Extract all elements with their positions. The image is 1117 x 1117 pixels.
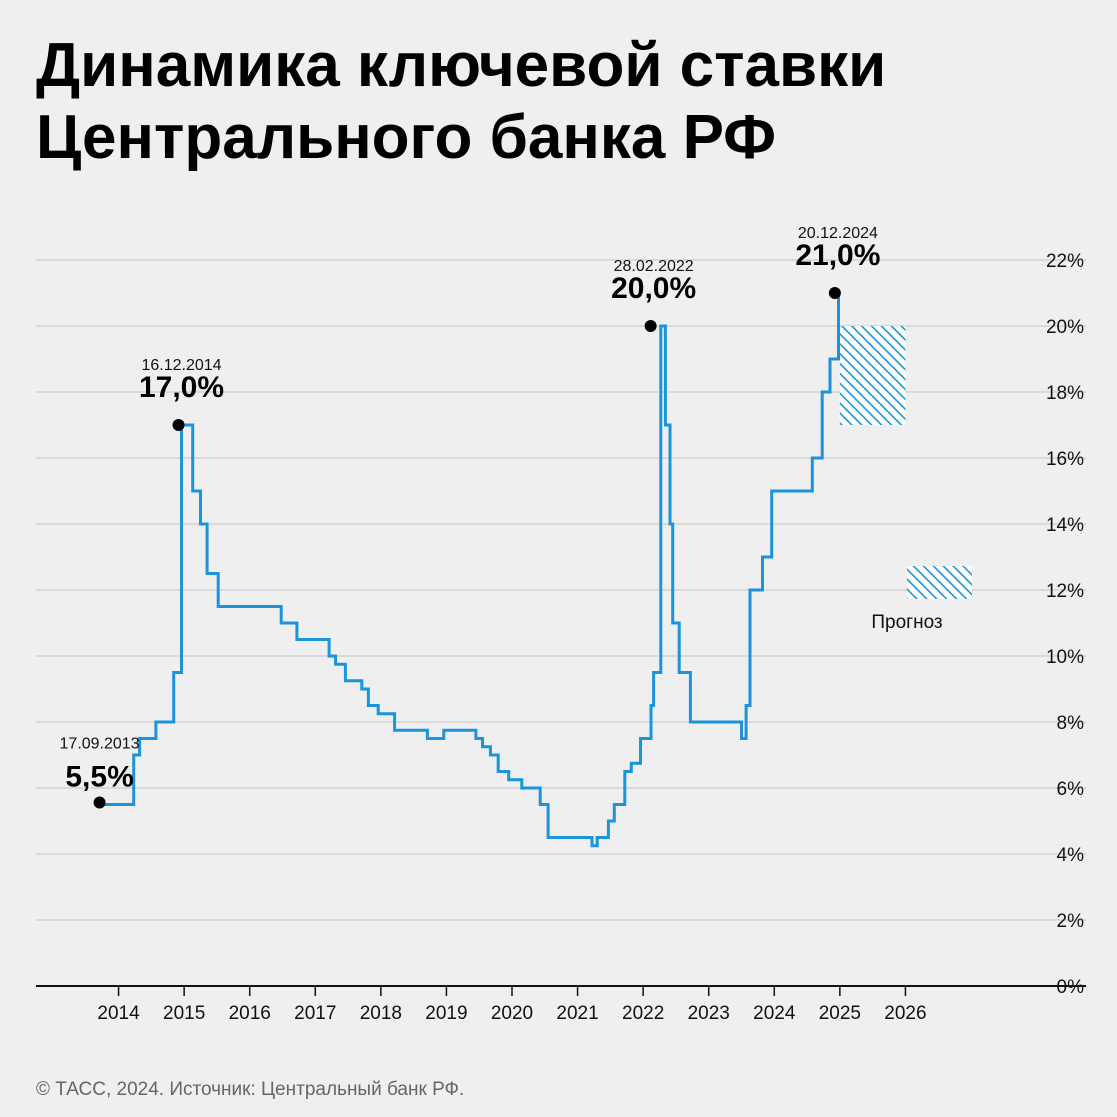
x-tick-label: 2023 [688, 1003, 730, 1024]
x-tick-label: 2022 [622, 1003, 664, 1024]
chart-title-line2: Центрального банка РФ [36, 103, 777, 172]
y-tick-label: 10% [1046, 647, 1084, 668]
annotations: 17.09.20135,5%16.12.201417,0%28.02.20222… [60, 225, 880, 809]
annotation-dot [93, 796, 106, 809]
y-tick-label: 0% [1057, 977, 1085, 998]
x-tick-label: 2018 [360, 1003, 402, 1024]
legend-swatch [907, 566, 972, 599]
annotation-value: 17,0% [139, 371, 224, 404]
x-tick-label: 2020 [491, 1003, 533, 1024]
annotation-dot [828, 287, 841, 299]
forecast-range [839, 326, 906, 425]
y-tick-label: 14% [1046, 515, 1084, 536]
y-tick-label: 8% [1057, 713, 1085, 734]
x-tick-label: 2026 [884, 1003, 926, 1024]
source-footer: © ТАСС, 2024. Источник: Центральный банк… [36, 1079, 465, 1100]
x-tick-label: 2021 [556, 1003, 598, 1024]
x-tick-label: 2017 [294, 1003, 336, 1024]
annotation-value: 20,0% [611, 272, 696, 305]
y-tick-label: 22% [1046, 251, 1084, 272]
y-tick-label: 12% [1046, 581, 1084, 602]
y-tick-label: 4% [1057, 845, 1085, 866]
rate-line-layer [99, 293, 840, 848]
y-tick-label: 16% [1046, 449, 1084, 470]
legend-label: Прогноз [871, 612, 942, 633]
chart-title: Динамика ключевой ставки Центрального ба… [36, 30, 1036, 174]
x-tick-label: 2019 [425, 1003, 467, 1024]
annotation-date: 20.12.2024 [798, 225, 878, 242]
legend: Прогноз [871, 566, 972, 633]
x-tick-label: 2016 [229, 1003, 271, 1024]
forecast-area [839, 326, 906, 425]
x-tick-label: 2025 [819, 1003, 861, 1024]
grid-lines [36, 259, 1086, 921]
y-tick-label: 2% [1057, 911, 1085, 932]
x-tick-label: 2014 [97, 1003, 140, 1024]
annotation-dot [644, 320, 657, 332]
x-tick-label: 2015 [163, 1003, 205, 1024]
annotation-date: 17.09.2013 [60, 736, 140, 753]
chart-title-line1: Динамика ключевой ставки [36, 31, 887, 100]
annotation-value: 5,5% [65, 761, 133, 794]
key-rate-line [99, 293, 840, 848]
y-tick-label: 6% [1057, 779, 1085, 800]
annotation-date: 28.02.2022 [614, 258, 694, 275]
annotation-dot [172, 419, 185, 431]
y-tick-label: 20% [1046, 317, 1084, 338]
y-tick-label: 18% [1046, 383, 1084, 404]
annotation-value: 21,0% [795, 239, 880, 272]
annotation-date: 16.12.2014 [141, 357, 221, 374]
x-tick-label: 2024 [753, 1003, 796, 1024]
axes: 0% 2% 4% 6% 8% 10% 12% 14% 16% 18% 20% 22% 2014 2015 2… [36, 251, 1086, 1024]
